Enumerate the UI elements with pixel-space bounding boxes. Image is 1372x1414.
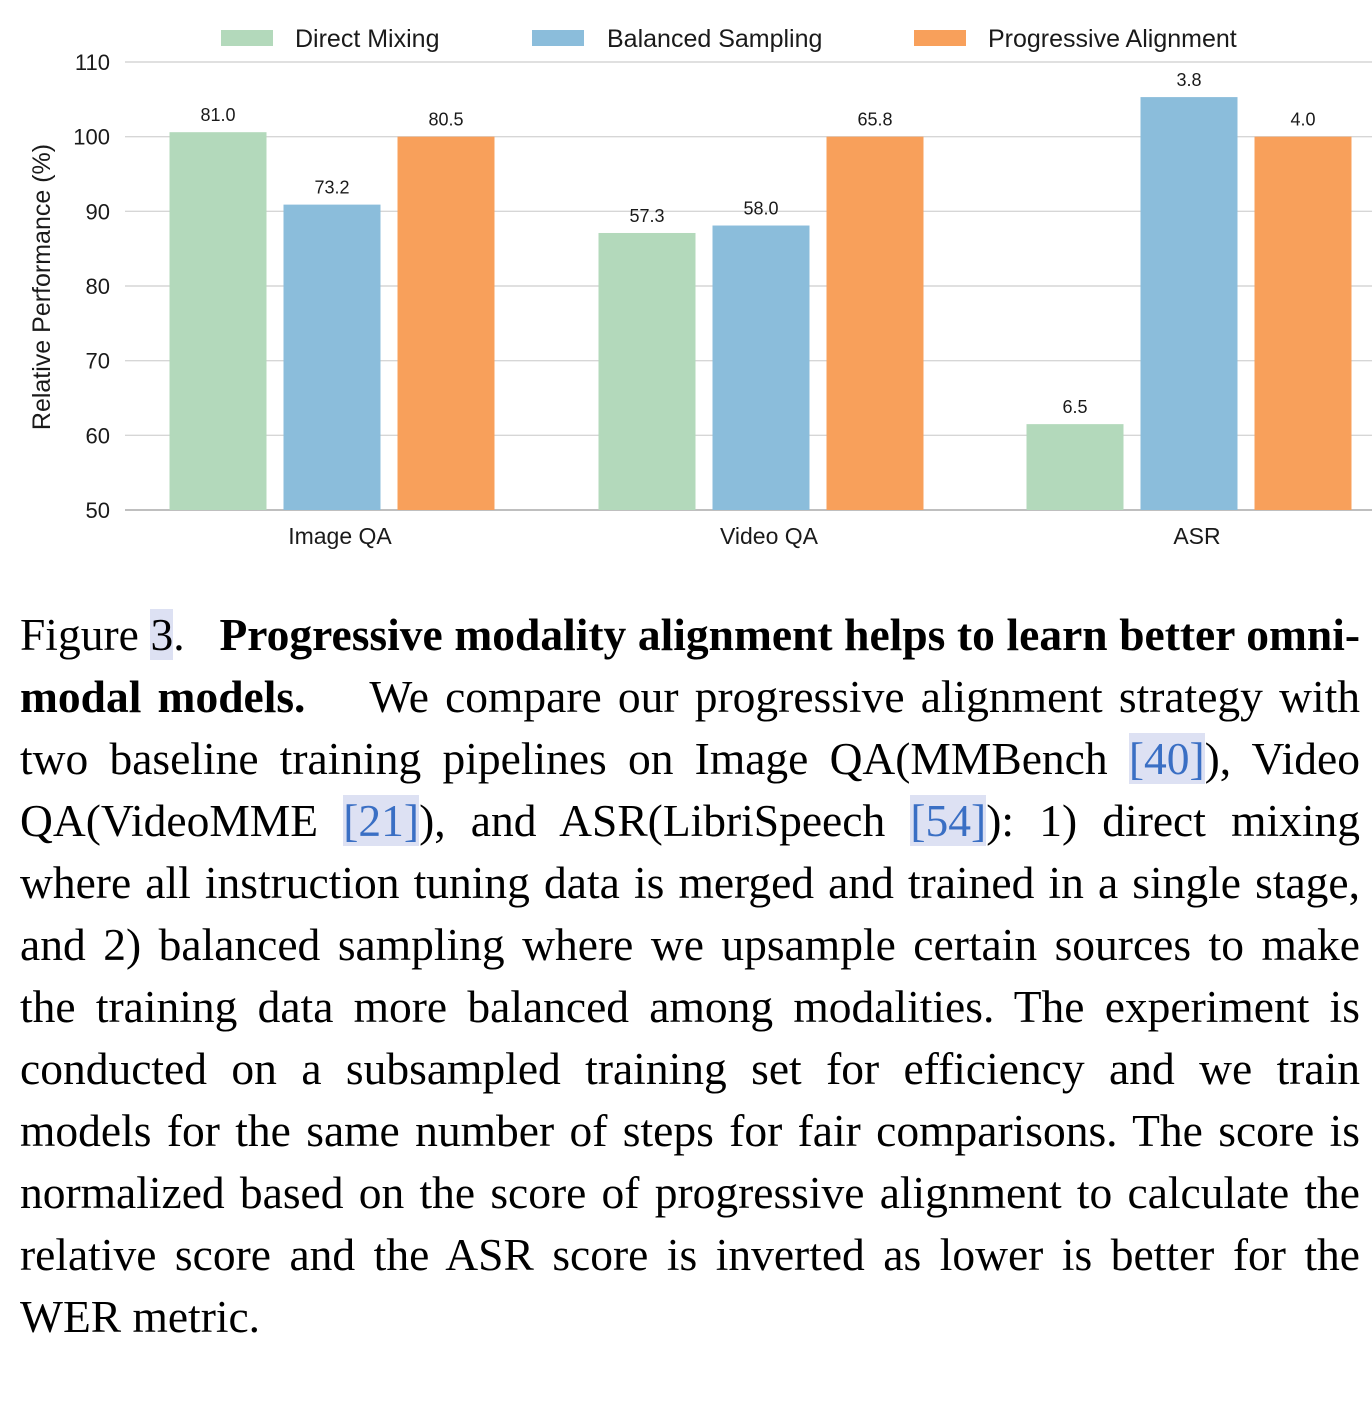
- y-tick-label: 80: [86, 274, 110, 299]
- bar-value-label: 80.5: [428, 110, 463, 130]
- legend-label: Progressive Alignment: [988, 25, 1237, 53]
- y-tick-label: 50: [86, 498, 110, 523]
- citation-link[interactable]: [21]: [343, 795, 420, 846]
- bar-direct: [169, 132, 267, 511]
- y-tick-label: 100: [73, 125, 110, 150]
- y-tick-label: 110: [75, 50, 110, 75]
- legend-label: Direct Mixing: [295, 25, 439, 53]
- bar-value-label: 81.0: [200, 105, 235, 125]
- legend-swatch-balanced: [532, 30, 584, 46]
- figure-label: Figure: [20, 609, 139, 660]
- caption-text: ), Video QA(VideoMME: [20, 733, 1361, 846]
- citation-link[interactable]: [54]: [910, 795, 987, 846]
- y-tick-label: 70: [86, 349, 110, 374]
- bar-progressive: [397, 136, 495, 510]
- x-category-label: Video QA: [720, 523, 819, 549]
- bar-balanced: [712, 225, 810, 510]
- y-tick-label: 90: [86, 199, 110, 224]
- bar-value-label: 65.8: [857, 110, 892, 130]
- figure-caption: Figure 3. Progressive modality alignment…: [20, 604, 1360, 1348]
- bar-value-label: 3.8: [1176, 70, 1201, 90]
- y-axis-label: Relative Performance (%): [28, 144, 56, 430]
- y-tick-label: 60: [86, 423, 110, 448]
- legend: Direct Mixing Balanced Sampling Progressiv…: [221, 25, 1237, 53]
- bar-progressive: [1254, 136, 1352, 510]
- legend-swatch-progressive: [914, 30, 966, 46]
- bar-value-label: 73.2: [314, 178, 349, 198]
- citation-link[interactable]: [40]: [1128, 733, 1205, 784]
- bar-balanced: [283, 204, 381, 510]
- bar-value-label: 4.0: [1290, 110, 1315, 130]
- legend-swatch-direct: [221, 30, 273, 46]
- caption-title: Progressive modality alignment helps to …: [20, 609, 1360, 722]
- figure-period: .: [173, 609, 185, 660]
- bar-balanced: [1140, 97, 1238, 511]
- bar-progressive: [826, 136, 924, 510]
- x-category-label: ASR: [1173, 523, 1220, 549]
- legend-label: Balanced Sampling: [607, 25, 822, 53]
- figure-number: 3: [150, 609, 174, 660]
- caption-text: ), and ASR(LibriSpeech: [419, 795, 911, 846]
- bar-direct: [598, 232, 696, 510]
- x-category-label: Image QA: [288, 523, 392, 549]
- data-labels: 81.0 57.3 6.5 73.2 58.0 3.8 80.5 65.8 4.0: [200, 70, 1315, 417]
- caption-text: ): 1) direct mixing where all instructio…: [20, 795, 1361, 1342]
- bar-value-label: 58.0: [743, 199, 778, 219]
- bars: [169, 97, 1352, 511]
- bar-direct: [1026, 424, 1124, 510]
- x-axis-categories: Image QA Video QA ASR: [288, 523, 1220, 549]
- bar-value-label: 57.3: [629, 206, 664, 226]
- caption-text: We compare our progressive alignment str…: [20, 671, 1360, 784]
- bar-value-label: 6.5: [1062, 397, 1087, 417]
- y-axis-ticks: 50 60 70 80 90 100 110: [73, 50, 110, 523]
